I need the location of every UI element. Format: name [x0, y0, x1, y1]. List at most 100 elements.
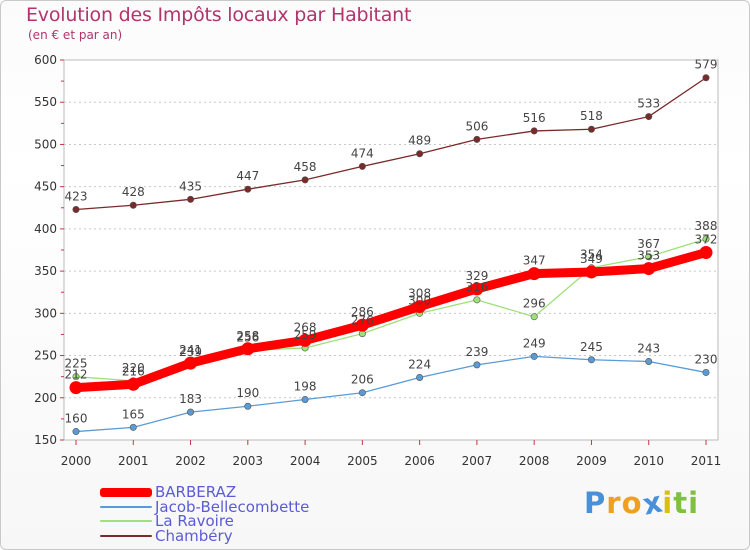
data-point-chambery: [301, 176, 309, 184]
data-point-chambery: [530, 127, 538, 135]
y-tick-label: 300: [34, 306, 57, 320]
x-tick-label: 2003: [233, 454, 264, 468]
data-label-barberaz: 258: [236, 329, 259, 343]
x-tick-label: 2000: [61, 454, 92, 468]
data-point-chambery: [358, 162, 366, 170]
data-point-la-ravoire: [530, 313, 538, 321]
legend-swatch-chambery: [100, 534, 152, 537]
data-point-jacob-bellecombette: [358, 389, 366, 397]
data-label-la-ravoire: 225: [65, 357, 88, 371]
data-label-chambery: 579: [695, 58, 718, 72]
x-tick-label: 2005: [347, 454, 378, 468]
data-label-chambery: 423: [65, 189, 88, 203]
y-tick-label: 600: [34, 53, 57, 67]
data-point-barberaz: [69, 381, 83, 395]
data-label-la-ravoire: 276: [351, 314, 374, 328]
data-point-barberaz: [699, 246, 713, 260]
data-label-jacob-bellecombette: 198: [294, 379, 317, 393]
legend-item-chambery: Chambéry: [100, 526, 309, 545]
data-point-jacob-bellecombette: [587, 356, 595, 364]
x-tick-label: 2001: [118, 454, 149, 468]
legend: BARBERAZ Jacob-Bellecombette La Ravoire …: [100, 485, 309, 543]
data-point-barberaz: [298, 333, 312, 347]
series-line-jacob-bellecombette: [75, 355, 707, 433]
logo-letter: P: [584, 486, 607, 520]
legend-label: La Ravoire: [155, 512, 234, 531]
data-point-la-ravoire: [473, 296, 481, 304]
data-point-barberaz: [470, 282, 484, 296]
logo-letter: o: [621, 486, 643, 520]
data-label-la-ravoire: 239: [179, 345, 202, 359]
data-point-chambery: [416, 150, 424, 158]
data-label-chambery: 458: [294, 160, 317, 174]
data-point-la-ravoire: [72, 373, 80, 381]
legend-label: BARBERAZ: [155, 483, 237, 502]
data-point-chambery: [129, 201, 137, 209]
data-label-la-ravoire: 316: [465, 280, 488, 294]
data-label-jacob-bellecombette: 206: [351, 373, 374, 387]
y-tick-label: 450: [34, 180, 57, 194]
data-label-barberaz: 329: [465, 269, 488, 283]
x-tick-label: 2002: [175, 454, 206, 468]
x-tick-label: 2006: [404, 454, 435, 468]
data-label-la-ravoire: 354: [580, 248, 603, 262]
data-label-jacob-bellecombette: 230: [695, 352, 718, 366]
data-point-jacob-bellecombette: [129, 423, 137, 431]
data-label-chambery: 518: [580, 109, 603, 123]
data-label-barberaz: 372: [695, 233, 718, 247]
data-point-jacob-bellecombette: [473, 361, 481, 369]
legend-label: Chambéry: [155, 526, 233, 545]
data-point-la-ravoire: [702, 235, 710, 243]
proxiti-logo: Proxiti: [584, 484, 700, 521]
data-label-barberaz: 347: [523, 254, 546, 268]
y-tick-label: 350: [34, 264, 57, 278]
data-label-jacob-bellecombette: 183: [179, 392, 202, 406]
data-label-la-ravoire: 259: [294, 328, 317, 342]
data-point-barberaz: [184, 356, 198, 370]
data-point-la-ravoire: [645, 253, 653, 261]
legend-swatch-la-ravoire: [100, 520, 152, 523]
data-label-chambery: 489: [408, 134, 431, 148]
data-label-chambery: 533: [637, 97, 660, 111]
data-label-barberaz: 349: [580, 252, 603, 266]
legend-swatch-jacob-bellecombette: [100, 505, 152, 508]
data-label-barberaz: 308: [408, 287, 431, 301]
x-tick-label: 2004: [290, 454, 321, 468]
series-line-chambery: [75, 77, 707, 211]
x-tick-label: 2011: [691, 454, 722, 468]
logo-letter: i: [688, 486, 700, 520]
data-point-barberaz: [241, 342, 255, 356]
data-point-chambery: [72, 205, 80, 213]
x-tick-label: 2008: [519, 454, 550, 468]
data-label-jacob-bellecombette: 165: [122, 407, 145, 421]
data-point-barberaz: [642, 262, 656, 276]
legend-swatch-barberaz: [100, 487, 152, 497]
chart-subtitle: (en € et par an): [28, 28, 123, 42]
y-tick-label: 500: [34, 137, 57, 151]
data-label-chambery: 435: [179, 179, 202, 193]
data-label-jacob-bellecombette: 243: [637, 341, 660, 355]
data-label-la-ravoire: 300: [408, 293, 431, 307]
data-label-chambery: 516: [523, 111, 546, 125]
data-label-jacob-bellecombette: 224: [408, 358, 431, 372]
data-point-jacob-bellecombette: [187, 408, 195, 416]
y-tick-label: 250: [34, 349, 57, 363]
data-label-la-ravoire: 296: [523, 297, 546, 311]
data-label-barberaz: 286: [351, 305, 374, 319]
data-point-chambery: [187, 195, 195, 203]
chart-title: Evolution des Impôts locaux par Habitant: [26, 4, 412, 26]
data-point-barberaz: [355, 318, 369, 332]
data-point-chambery: [645, 113, 653, 121]
data-label-jacob-bellecombette: 160: [65, 412, 88, 426]
y-tick-label: 550: [34, 95, 57, 109]
data-point-jacob-bellecombette: [72, 428, 80, 436]
data-label-barberaz: 216: [122, 364, 145, 378]
plot-area: [63, 59, 719, 441]
series-line-barberaz: [71, 248, 711, 393]
data-point-jacob-bellecombette: [645, 357, 653, 365]
data-label-la-ravoire: 367: [637, 237, 660, 251]
y-tick-label: 400: [34, 222, 57, 236]
legend-label: Jacob-Bellecombette: [155, 497, 310, 516]
legend-item-jacob-bellecombette: Jacob-Bellecombette: [100, 497, 310, 516]
